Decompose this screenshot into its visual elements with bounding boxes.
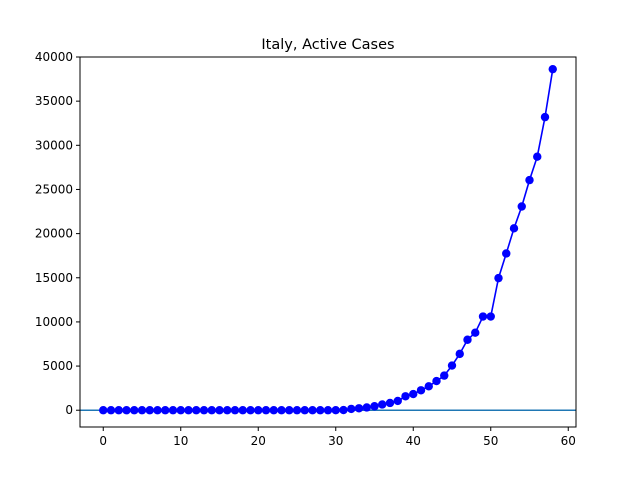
data-point bbox=[502, 249, 511, 258]
data-point bbox=[207, 406, 216, 415]
data-point bbox=[385, 398, 395, 408]
data-point bbox=[494, 273, 503, 283]
y-tick-label: 40000 bbox=[35, 50, 73, 64]
y-axis: 0 5000 10000 15000 20000 25000 30000 35000 40000 bbox=[35, 50, 80, 417]
data-point bbox=[99, 406, 108, 415]
x-tick-label: 30 bbox=[328, 434, 343, 448]
data-point bbox=[416, 386, 426, 395]
data-point bbox=[308, 406, 317, 415]
data-point bbox=[354, 404, 364, 413]
data-point bbox=[409, 389, 418, 399]
y-tick-label: 15000 bbox=[35, 271, 73, 285]
data-point bbox=[323, 406, 333, 415]
data-point bbox=[463, 335, 472, 344]
data-point bbox=[378, 400, 387, 409]
y-tick-label: 35000 bbox=[35, 94, 73, 108]
x-tick-label: 50 bbox=[483, 434, 498, 448]
series-line bbox=[103, 69, 554, 412]
data-point bbox=[122, 406, 131, 415]
data-point bbox=[254, 406, 263, 415]
x-tick-label: 40 bbox=[406, 434, 421, 448]
data-point bbox=[106, 406, 116, 415]
data-point bbox=[509, 224, 519, 233]
x-tick-label: 10 bbox=[173, 434, 188, 448]
y-tick-label: 5000 bbox=[42, 359, 73, 373]
plot-area bbox=[80, 64, 576, 415]
data-point bbox=[292, 406, 302, 415]
plot-frame bbox=[79, 56, 577, 428]
data-point bbox=[192, 406, 201, 415]
data-point bbox=[269, 406, 278, 415]
data-point bbox=[230, 406, 240, 415]
data-point bbox=[478, 312, 488, 321]
data-point bbox=[525, 175, 534, 185]
data-point bbox=[347, 404, 356, 414]
data-point bbox=[130, 406, 139, 415]
y-tick-label: 20000 bbox=[35, 227, 73, 241]
data-point bbox=[300, 406, 309, 415]
data-point bbox=[199, 406, 209, 415]
data-point bbox=[161, 406, 170, 415]
data-point bbox=[548, 64, 557, 74]
chart-title: Italy, Active Cases bbox=[261, 37, 394, 53]
x-tick-label: 60 bbox=[561, 434, 576, 448]
data-point bbox=[223, 406, 232, 415]
y-tick-label: 10000 bbox=[35, 315, 73, 329]
data-point bbox=[114, 406, 123, 415]
data-point bbox=[153, 406, 162, 415]
data-point bbox=[486, 312, 495, 321]
data-point bbox=[277, 406, 286, 415]
data-point bbox=[455, 349, 464, 359]
data-point bbox=[285, 406, 294, 415]
data-point bbox=[316, 406, 325, 415]
data-point bbox=[362, 403, 371, 412]
data-point bbox=[168, 406, 178, 415]
data-point bbox=[261, 406, 271, 415]
data-point bbox=[517, 202, 526, 211]
data-point bbox=[145, 406, 154, 415]
data-point bbox=[339, 405, 348, 415]
data-point bbox=[176, 406, 185, 415]
x-tick-label: 0 bbox=[99, 434, 107, 448]
data-point bbox=[424, 382, 433, 391]
data-point bbox=[540, 112, 550, 122]
x-tick-label: 20 bbox=[251, 434, 266, 448]
data-point bbox=[215, 406, 224, 415]
data-point bbox=[533, 152, 542, 161]
y-tick-label: 0 bbox=[65, 403, 73, 417]
y-tick-label: 30000 bbox=[35, 138, 73, 152]
y-tick-label: 25000 bbox=[35, 182, 73, 196]
data-point bbox=[184, 406, 193, 415]
data-point bbox=[471, 328, 480, 337]
data-point bbox=[447, 361, 457, 370]
data-point bbox=[432, 376, 441, 386]
data-point bbox=[246, 406, 255, 415]
data-point bbox=[331, 405, 340, 415]
data-point bbox=[401, 392, 410, 401]
data-point bbox=[393, 396, 402, 406]
data-point bbox=[238, 406, 247, 415]
data-point bbox=[370, 402, 379, 411]
data-point bbox=[137, 406, 147, 415]
data-point bbox=[440, 371, 449, 380]
x-axis: 0 10 20 30 40 50 60 bbox=[99, 427, 576, 448]
